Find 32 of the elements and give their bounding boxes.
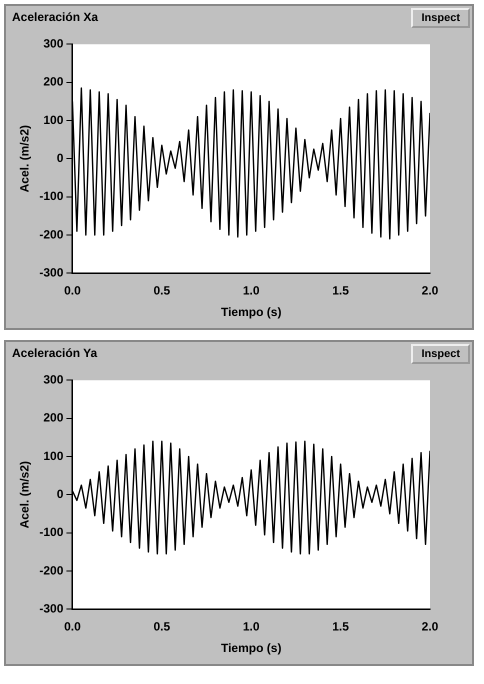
x-tick-label: 0.5 xyxy=(153,284,170,298)
chart-title: Aceleración Xa xyxy=(12,10,98,24)
y-tick-label: 0 xyxy=(56,151,64,166)
x-axis-title: Tiempo (s) xyxy=(220,641,282,656)
y-tick-label: -100 xyxy=(39,525,64,540)
y-tick-label: 100 xyxy=(43,448,64,463)
x-axis-title: Tiempo (s) xyxy=(220,305,282,320)
y-tick-label: -200 xyxy=(39,563,64,578)
text: Inspect xyxy=(411,8,470,28)
y-tick-label: 100 xyxy=(43,112,64,127)
x-tick-label: 1.0 xyxy=(242,284,260,298)
x-tick-label: 1.0 xyxy=(242,620,260,634)
y-tick-label: 300 xyxy=(43,372,64,387)
chart-title: Aceleración Ya xyxy=(12,346,98,360)
y-tick-label: 200 xyxy=(43,74,64,89)
y-tick-label: 0 xyxy=(56,487,64,502)
x-tick-label: 2.0 xyxy=(422,620,439,634)
x-tick-label: 2.0 xyxy=(422,284,439,298)
text: Inspect xyxy=(411,344,470,364)
y-tick-label: -100 xyxy=(39,189,64,204)
y-tick-label: -200 xyxy=(39,227,64,242)
y-tick-label: 300 xyxy=(43,36,64,51)
x-tick-label: 1.5 xyxy=(332,284,350,298)
x-tick-label: 1.5 xyxy=(332,620,350,634)
y-tick-label: -300 xyxy=(39,266,64,280)
x-tick-label: 0.0 xyxy=(64,284,82,298)
y-axis-title: Acel. (m/s2) xyxy=(18,125,32,192)
y-axis-title: Acel. (m/s2) xyxy=(18,461,32,528)
x-tick-label: 0.5 xyxy=(153,620,170,634)
x-tick-label: 0.0 xyxy=(64,620,82,634)
y-tick-label: -300 xyxy=(39,602,64,616)
y-tick-label: 200 xyxy=(43,410,64,425)
